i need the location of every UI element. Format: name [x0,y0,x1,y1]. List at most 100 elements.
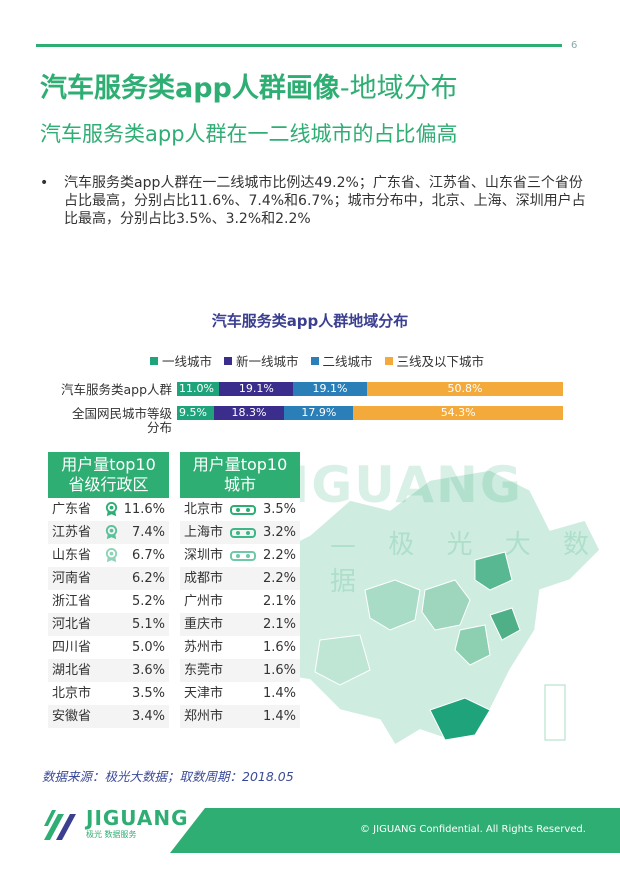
china-map-watermark [229,469,601,747]
row-value: 2.1% [262,594,296,609]
medal-icon [104,548,119,571]
table-row: 广州市 2.1% [180,590,300,613]
row-name: 北京市 [184,502,224,517]
table-row: 郑州市 1.4% [180,705,300,728]
footer-band [170,808,620,853]
summary-bullet: • 汽车服务类app人群在一二线城市比例达49.2%；广东省、江苏省、山东省三个… [40,174,588,228]
row-name: 上海市 [184,525,224,540]
row-value: 3.5% [262,502,296,517]
row-value: 5.2% [131,594,165,609]
row-value: 3.5% [131,686,165,701]
bar-segment: 18.3% [213,406,285,420]
table-row: 安徽省 3.4% [48,705,169,728]
legend-item: 新一线城市 [224,351,299,370]
row-name: 江苏省 [52,525,92,540]
row-name: 广东省 [52,502,92,517]
bar-segment: 50.8% [366,382,563,396]
row-name: 河北省 [52,617,92,632]
legend-item: 二线城市 [310,351,373,370]
row-value: 3.6% [131,663,165,678]
table-row: 天津市 1.4% [180,682,300,705]
table-row: 江苏省 7.4% [48,521,169,544]
legend-label: 新一线城市 [236,354,299,369]
data-source: 数据来源：极光大数据；取数周期：2018.05 [42,769,294,784]
stacked-bar-app: 11.0% 19.1% 19.1% 50.8% [177,382,563,396]
city-rows: 北京市 3.5% 上海市 3.2% 深圳市 2.2% 成都市 2.2% 广州市 2.1% 重庆市 2.… [180,498,300,728]
table-row: 北京市 3.5% [48,682,169,705]
title-suffix: -地域分布 [339,73,458,104]
bar-segment: 11.0% [177,382,220,396]
summary-text: 汽车服务类app人群在一二线城市比例达49.2%；广东省、江苏省、山东省三个省份… [64,175,586,227]
row-name: 浙江省 [52,594,92,609]
legend-label: 二线城市 [322,354,373,369]
bar-segment: 19.1% [219,382,294,396]
legend-item: 一线城市 [150,351,212,370]
chart-title: 汽车服务类app人群地域分布 [211,312,409,330]
row-name: 湖北省 [52,663,92,678]
row-value: 1.6% [262,640,296,655]
title-main: 汽车服务类app人群画像 [40,73,340,104]
footer-logo-text: JIGUANG [86,806,189,830]
copyright: © JIGUANG Confidential. All Rights Reser… [360,824,586,835]
row-value: 5.0% [131,640,165,655]
city-table: 用户量top10 城市 北京市 3.5% 上海市 3.2% 深圳市 2.2% 成都市 2.2%… [180,452,300,728]
table-row: 上海市 3.2% [180,521,300,544]
row-name: 山东省 [52,548,92,563]
legend-label: 一线城市 [162,354,213,369]
province-rows: 广东省 11.6% 江苏省 7.4% 山东省 6.7% 河南省 6.2% 浙江省 5.2% 河北省 5… [48,498,169,728]
page-title: 汽车服务类app人群画像-地域分布 [40,66,458,105]
bar-segment: 9.5% [177,406,214,420]
row-value: 11.6% [123,502,165,517]
bar-segment: 54.3% [353,406,563,420]
province-table: 用户量top10 省级行政区 广东省 11.6% 江苏省 7.4% 山东省 6.7% 河南省… [48,452,169,728]
stacked-bar-national: 9.5% 18.3% 17.9% 54.3% [177,406,563,420]
row-value: 3.4% [131,709,165,724]
row-name: 安徽省 [52,709,92,724]
bar-segment: 17.9% [284,406,354,420]
row-name: 北京市 [52,686,92,701]
bullet-marker: • [40,175,49,191]
table-row: 苏州市 1.6% [180,636,300,659]
watermark-subtitle: — 极 光 大 数 据 [330,530,602,597]
row-label-national-line1: 全国网民城市等级 [71,406,172,421]
row-value: 1.4% [262,709,296,724]
table-row: 河北省 5.1% [48,613,169,636]
row-value: 1.6% [262,663,296,678]
row-name: 广州市 [184,594,224,609]
row-name: 成都市 [184,571,224,586]
medal-icon [104,502,119,525]
row-name: 深圳市 [184,548,224,563]
row-label-app: 汽车服务类app人群 [60,382,172,397]
province-table-header: 用户量top10 省级行政区 [48,452,169,498]
page-number: 6 [571,40,578,51]
row-value: 6.7% [131,548,165,563]
table-row: 广东省 11.6% [48,498,169,521]
row-value: 7.4% [131,525,165,540]
row-name: 苏州市 [184,640,224,655]
row-name: 四川省 [52,640,92,655]
jiguang-logo-icon [44,810,76,840]
legend-label: 三线及以下城市 [396,354,485,369]
page-subtitle: 汽车服务类app人群在一二线城市的占比偏高 [40,122,458,146]
table-row: 东莞市 1.6% [180,659,300,682]
row-value: 2.2% [262,571,296,586]
legend-swatch [384,357,393,365]
table-row: 北京市 3.5% [180,498,300,521]
row-name: 天津市 [184,686,224,701]
medal-icon [230,525,256,548]
legend-swatch [224,357,233,365]
row-name: 河南省 [52,571,92,586]
table-row: 河南省 6.2% [48,567,169,590]
table-row: 山东省 6.7% [48,544,169,567]
table-row: 浙江省 5.2% [48,590,169,613]
legend-swatch [150,357,158,365]
city-header-line2: 城市 [223,475,256,494]
table-row: 重庆市 2.1% [180,613,300,636]
row-name: 重庆市 [184,617,224,632]
watermark-logo: JIGUANG [270,456,523,514]
row-value: 5.1% [131,617,165,632]
table-row: 成都市 2.2% [180,567,300,590]
row-value: 3.2% [262,525,296,540]
table-row: 深圳市 2.2% [180,544,300,567]
province-header-line1: 用户量top10 [61,455,156,474]
